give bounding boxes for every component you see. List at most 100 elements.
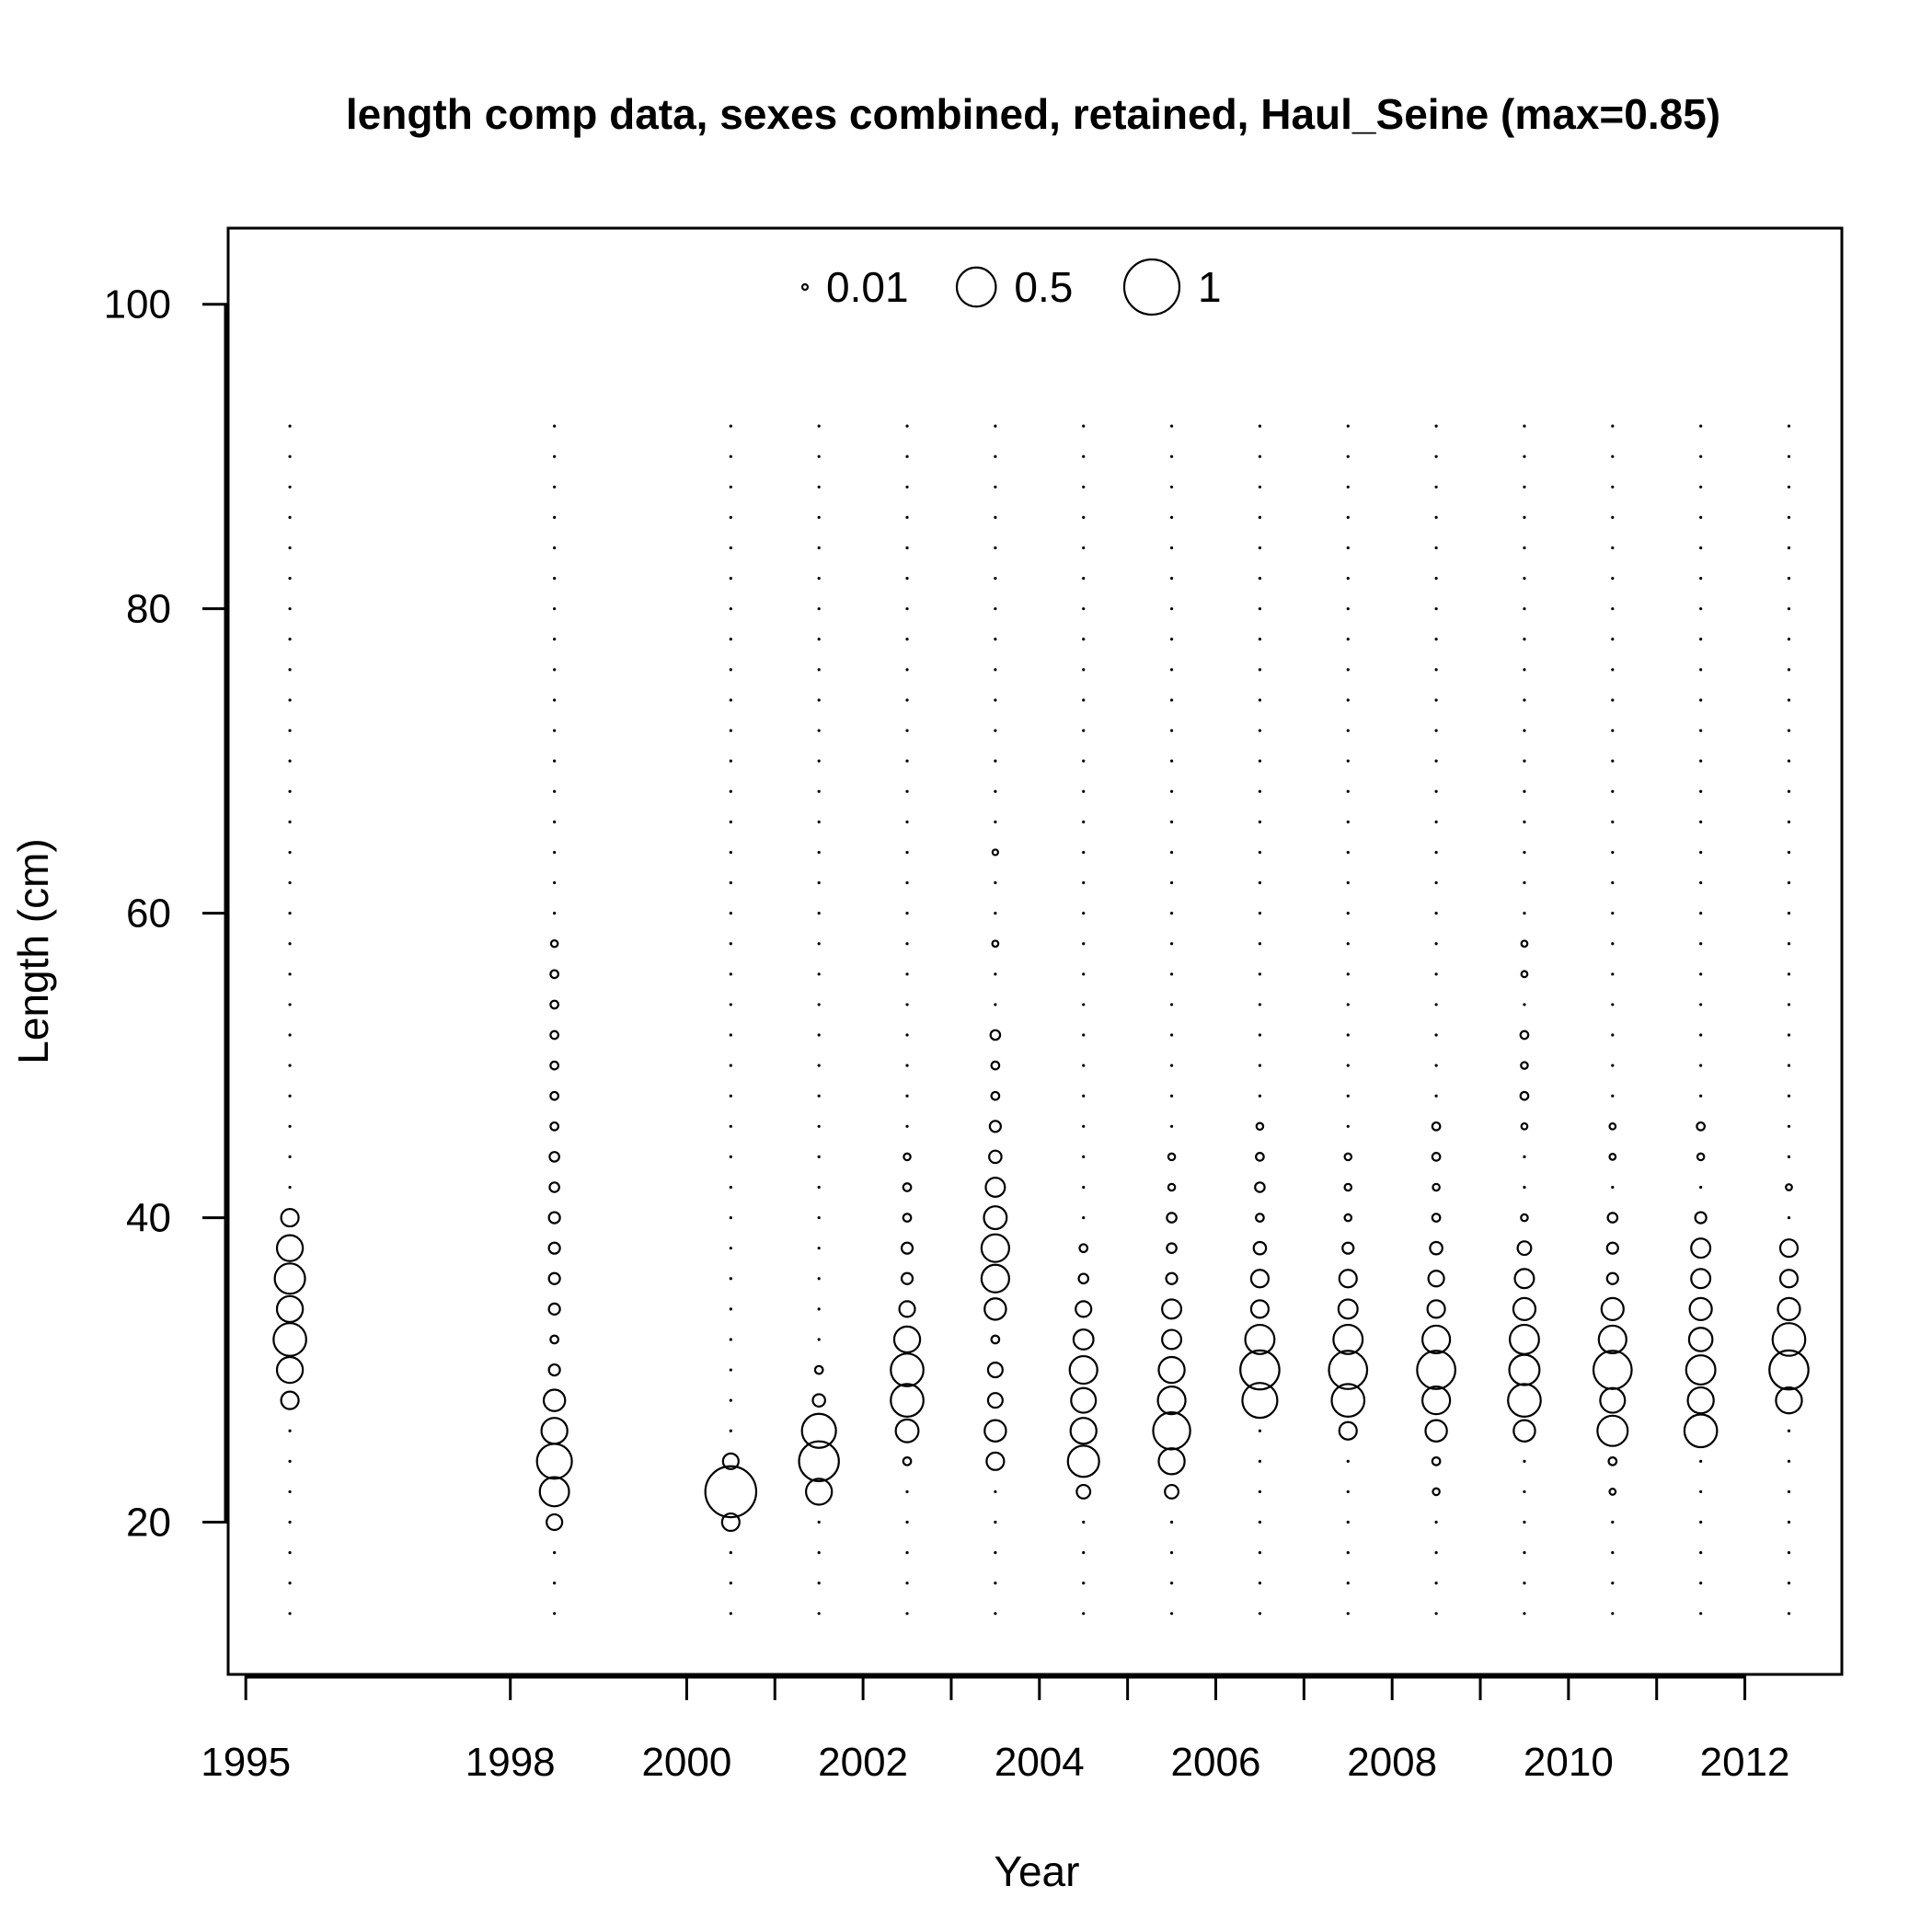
zero-point — [1611, 820, 1615, 823]
zero-point — [1346, 1003, 1350, 1006]
bubble-point — [1429, 1240, 1443, 1256]
bubble-point — [1597, 1324, 1627, 1355]
zero-point — [1082, 912, 1086, 915]
zero-point — [1699, 1064, 1703, 1067]
zero-point — [1523, 1003, 1526, 1006]
zero-point — [1699, 1185, 1703, 1190]
bubble-point — [890, 1383, 925, 1418]
zero-point — [1169, 515, 1174, 520]
zero-point — [1258, 485, 1262, 489]
zero-point — [994, 1520, 997, 1524]
zero-point — [1434, 638, 1438, 641]
zero-point — [1611, 1003, 1615, 1006]
bubble-point — [1777, 1296, 1801, 1321]
zero-point — [729, 1368, 732, 1372]
zero-point — [817, 912, 821, 915]
zero-point — [1787, 850, 1791, 855]
bubble-point — [1343, 1152, 1353, 1162]
zero-point — [905, 1612, 909, 1616]
zero-point — [1169, 1581, 1174, 1585]
zero-point — [729, 1124, 732, 1128]
zero-point — [553, 638, 557, 641]
bubble-point — [984, 1176, 1006, 1198]
zero-point — [905, 850, 909, 855]
zero-point — [729, 1277, 732, 1281]
zero-point — [1699, 942, 1703, 946]
zero-point — [1082, 1581, 1086, 1585]
zero-point — [817, 1185, 821, 1190]
zero-point — [1434, 942, 1438, 946]
zero-point — [1611, 759, 1615, 763]
zero-point — [288, 850, 292, 855]
bubble-point — [1164, 1483, 1180, 1500]
zero-point — [1082, 759, 1086, 763]
y-tick-label: 80 — [126, 587, 171, 632]
zero-point — [817, 880, 821, 885]
bubble-point — [811, 1393, 826, 1408]
bubble-point — [900, 1241, 914, 1255]
zero-point — [905, 546, 909, 550]
zero-point — [1434, 424, 1438, 428]
zero-point — [288, 942, 292, 946]
zero-point — [1082, 515, 1086, 520]
zero-point — [1346, 1612, 1350, 1616]
zero-point — [1611, 850, 1615, 855]
zero-point — [1787, 912, 1791, 915]
zero-point — [553, 1581, 557, 1585]
bubble-point — [990, 1060, 1001, 1071]
zero-point — [288, 912, 292, 915]
zero-point — [905, 1033, 909, 1037]
zero-point — [905, 607, 909, 611]
bubble-point — [890, 1352, 925, 1387]
zero-point — [905, 759, 909, 763]
bubble-point — [892, 1325, 922, 1354]
bubble-point — [1431, 1121, 1442, 1132]
zero-point — [288, 1581, 292, 1585]
zero-point — [1258, 759, 1262, 763]
bubble-point — [1512, 1296, 1537, 1321]
zero-point — [1169, 1551, 1174, 1555]
zero-point — [288, 1551, 292, 1555]
zero-point — [994, 668, 997, 672]
bubble-point — [1512, 1419, 1536, 1443]
bubble-point — [1507, 1383, 1542, 1418]
bubble-point — [1328, 1350, 1369, 1390]
zero-point — [1169, 1094, 1174, 1098]
zero-point — [817, 638, 821, 641]
zero-point — [1258, 1459, 1262, 1463]
bubble-size-legend: 0.01 0.5 1 — [800, 258, 1222, 316]
x-tick-label: 1995 — [201, 1740, 291, 1785]
zero-point — [1346, 820, 1350, 823]
zero-point — [1258, 850, 1262, 855]
zero-point — [1258, 729, 1262, 732]
zero-point — [729, 454, 732, 458]
zero-point — [817, 729, 821, 732]
zero-point — [1346, 607, 1350, 611]
zero-point — [1787, 942, 1791, 946]
zero-point — [1611, 668, 1615, 672]
zero-point — [288, 454, 292, 458]
zero-point — [1169, 1033, 1174, 1037]
zero-point — [1699, 759, 1703, 763]
bubble-point — [540, 1417, 569, 1445]
zero-point — [1082, 972, 1086, 976]
zero-point — [1169, 1064, 1174, 1067]
zero-point — [1611, 1612, 1615, 1616]
zero-point — [905, 972, 909, 976]
zero-point — [1346, 1124, 1350, 1128]
zero-point — [1523, 1551, 1526, 1555]
zero-point — [1082, 1155, 1086, 1158]
legend-bubble — [1122, 258, 1181, 316]
zero-point — [1523, 789, 1526, 793]
bubble-point — [704, 1465, 758, 1519]
zero-point — [1699, 729, 1703, 732]
zero-point — [1523, 850, 1526, 855]
zero-point — [1523, 424, 1526, 428]
zero-point — [553, 607, 557, 611]
zero-point — [1787, 820, 1791, 823]
zero-point — [1082, 424, 1086, 428]
zero-point — [1258, 454, 1262, 458]
bubble-point — [1343, 1182, 1353, 1192]
bubble-point — [989, 1029, 1002, 1041]
zero-point — [288, 1003, 292, 1006]
